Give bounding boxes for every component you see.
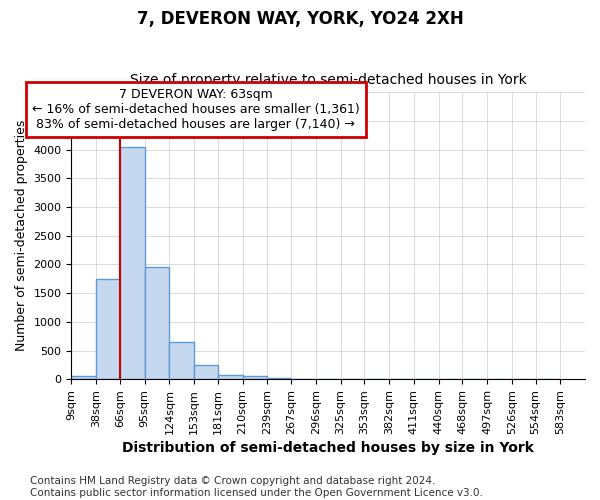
Text: 7, DEVERON WAY, YORK, YO24 2XH: 7, DEVERON WAY, YORK, YO24 2XH <box>137 10 463 28</box>
Text: 7 DEVERON WAY: 63sqm
← 16% of semi-detached houses are smaller (1,361)
83% of se: 7 DEVERON WAY: 63sqm ← 16% of semi-detac… <box>32 88 359 131</box>
Bar <box>194 365 218 379</box>
Bar <box>218 375 242 379</box>
Bar <box>268 378 291 379</box>
Bar <box>242 376 268 379</box>
Bar <box>71 376 96 379</box>
Y-axis label: Number of semi-detached properties: Number of semi-detached properties <box>15 120 28 352</box>
Bar <box>120 147 145 379</box>
X-axis label: Distribution of semi-detached houses by size in York: Distribution of semi-detached houses by … <box>122 441 534 455</box>
Bar <box>169 342 194 379</box>
Bar <box>96 279 120 379</box>
Title: Size of property relative to semi-detached houses in York: Size of property relative to semi-detach… <box>130 73 527 87</box>
Bar <box>145 268 169 379</box>
Text: Contains HM Land Registry data © Crown copyright and database right 2024.
Contai: Contains HM Land Registry data © Crown c… <box>30 476 483 498</box>
